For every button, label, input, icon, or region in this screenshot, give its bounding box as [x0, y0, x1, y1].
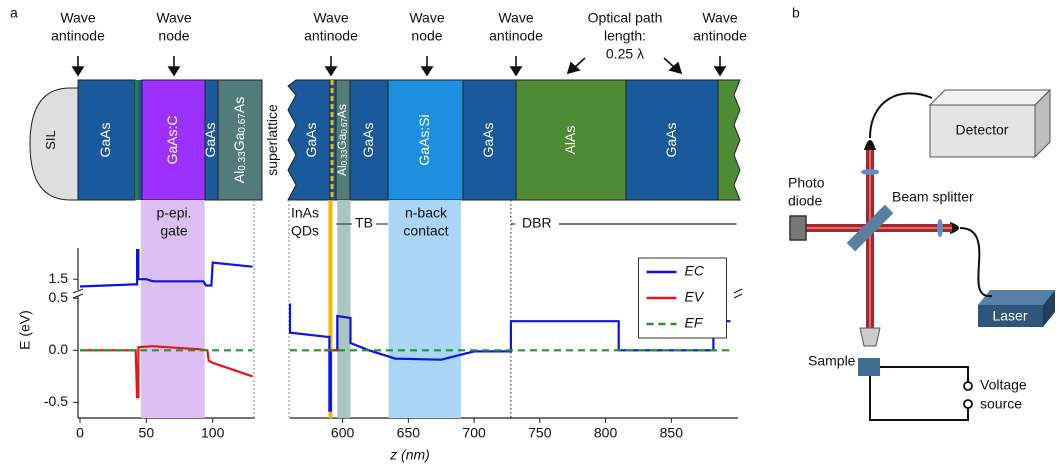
annotation: 0.25 λ — [606, 46, 644, 62]
annotation: Wave — [498, 10, 533, 26]
annotation: Wave — [313, 10, 348, 26]
annotation: Wave — [409, 10, 444, 26]
y-axis-label: E (eV) — [17, 310, 33, 350]
layer-label: AlAs — [562, 126, 578, 155]
layer-label-part: GaAs — [202, 122, 218, 157]
x-axis-label: z (nm) — [389, 447, 430, 463]
x-tick-label: 100 — [201, 425, 225, 441]
x-tick-label: 800 — [594, 425, 618, 441]
layer-label-part: GaAs — [97, 122, 113, 157]
region-label: n-back — [405, 205, 448, 221]
layer-label-part: Ga — [231, 132, 247, 151]
annotation: Wave — [156, 10, 191, 26]
layer-label-part: GaAs:C — [164, 115, 180, 164]
annotation: node — [411, 28, 442, 44]
layer-label-part: Ga — [335, 133, 349, 149]
y-tick-label: -0.5 — [44, 393, 68, 409]
region-label: contact — [403, 223, 448, 239]
layer-label: GaAs — [663, 122, 679, 157]
annotation: Wave — [702, 10, 737, 26]
layer-label-part: GaAs — [480, 122, 496, 157]
setup-label: Laser — [992, 308, 1027, 324]
setup-label: diode — [788, 193, 822, 209]
layer-label: GaAs — [97, 122, 113, 157]
layer-label-part: GaAs — [663, 122, 679, 157]
layer-label: GaAs:Si — [416, 114, 432, 165]
annotation: antinode — [693, 28, 747, 44]
figure: a b — [0, 0, 1061, 469]
setup-label: Sample — [808, 353, 856, 369]
y-tick-label: 1.5 — [49, 270, 69, 286]
annotation: antinode — [304, 28, 358, 44]
layer-label-part: GaAs — [303, 122, 319, 157]
x-tick-label: 850 — [660, 425, 684, 441]
x-tick-label: 0 — [76, 425, 84, 441]
layer-label: GaAs — [202, 122, 218, 157]
layer-label-part: GaAs:Si — [416, 114, 432, 165]
layer-label-part: GaAs — [360, 122, 376, 157]
x-tick-label: 50 — [139, 425, 155, 441]
setup-label: Detector — [956, 122, 1009, 138]
layer-label: GaAs:C — [164, 115, 180, 164]
layer-label: superlattice — [264, 104, 280, 176]
layer-label-part: As — [335, 104, 349, 118]
layer-label: GaAs — [360, 122, 376, 157]
layer-label: GaAs — [480, 122, 496, 157]
y-tick-label: 0.5 — [49, 289, 69, 305]
region-label: QDs — [291, 223, 319, 239]
legend-label: EF — [685, 315, 704, 331]
layer-label-part: Al — [231, 171, 247, 183]
layer-label-part: Al — [335, 165, 349, 176]
x-tick-label: 750 — [528, 425, 552, 441]
x-tick-label: 650 — [397, 425, 421, 441]
layer-label: SIL — [43, 130, 58, 150]
layer-label-part: superlattice — [264, 104, 280, 176]
x-tick-label: 700 — [462, 425, 486, 441]
region-label: DBR — [522, 215, 552, 231]
layer-label-sub: 0.33 — [237, 151, 248, 171]
layer-label-sub: 0.67 — [340, 118, 349, 134]
y-tick-label: 0.0 — [49, 341, 69, 357]
layer-label-sub: 0.67 — [237, 113, 248, 133]
setup-label: Beam splitter — [892, 189, 974, 205]
optical-setup — [790, 90, 1055, 420]
layer-label-part: AlAs — [562, 126, 578, 155]
setup-label: Voltage — [980, 377, 1027, 393]
annotation: antinode — [489, 28, 543, 44]
x-tick-label: 600 — [331, 425, 355, 441]
region-label: gate — [160, 223, 187, 239]
setup-label: source — [980, 396, 1022, 412]
region-label: TB — [355, 215, 373, 231]
panel-label: a — [10, 5, 18, 21]
layer-stack — [30, 80, 740, 200]
annotation: Optical path — [588, 10, 663, 26]
region — [337, 200, 350, 418]
layer-label-part: As — [231, 97, 247, 113]
region-label: InAs — [291, 205, 319, 221]
layer-label-part: SIL — [43, 130, 58, 150]
layer-label-sub: 0.33 — [340, 149, 349, 165]
annotation: antinode — [51, 28, 105, 44]
region-label: p-epi. — [156, 205, 191, 221]
layer-label: GaAs — [303, 122, 319, 157]
legend-label: EC — [685, 263, 705, 279]
annotation: node — [158, 28, 189, 44]
legend-label: EV — [685, 289, 705, 305]
setup-label: Photo — [788, 175, 825, 191]
annotation: Wave — [60, 10, 95, 26]
annotation: length: — [604, 28, 646, 44]
panel-label: b — [792, 5, 800, 21]
